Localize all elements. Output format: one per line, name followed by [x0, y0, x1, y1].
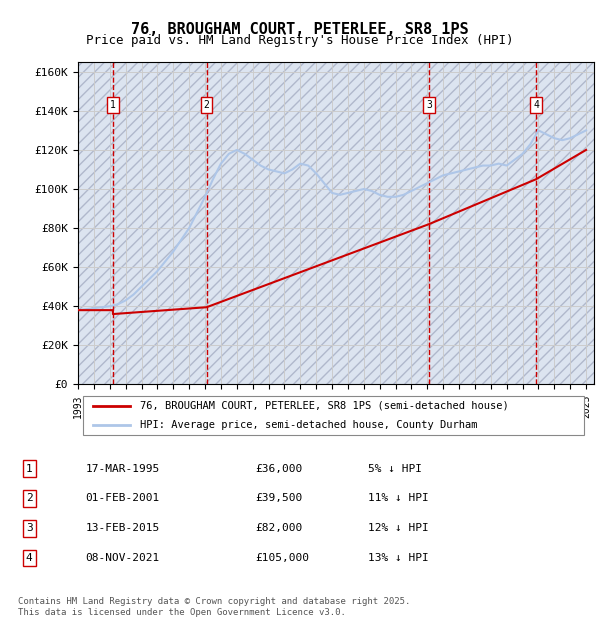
Text: 3: 3 [426, 100, 432, 110]
Text: 17-MAR-1995: 17-MAR-1995 [86, 464, 160, 474]
Text: 2: 2 [26, 494, 32, 503]
Text: £39,500: £39,500 [255, 494, 302, 503]
Text: 1: 1 [26, 464, 32, 474]
Text: £105,000: £105,000 [255, 553, 309, 563]
Text: Price paid vs. HM Land Registry's House Price Index (HPI): Price paid vs. HM Land Registry's House … [86, 34, 514, 47]
Text: 11% ↓ HPI: 11% ↓ HPI [368, 494, 428, 503]
Bar [78, 62, 594, 384]
Text: 76, BROUGHAM COURT, PETERLEE, SR8 1PS: 76, BROUGHAM COURT, PETERLEE, SR8 1PS [131, 22, 469, 37]
Text: 01-FEB-2001: 01-FEB-2001 [86, 494, 160, 503]
Text: Contains HM Land Registry data © Crown copyright and database right 2025.
This d: Contains HM Land Registry data © Crown c… [18, 598, 410, 617]
Text: £36,000: £36,000 [255, 464, 302, 474]
Text: 3: 3 [26, 523, 32, 533]
Text: 4: 4 [26, 553, 32, 563]
Text: 1: 1 [110, 100, 116, 110]
FancyBboxPatch shape [83, 396, 584, 435]
Text: 2: 2 [203, 100, 209, 110]
Text: 5% ↓ HPI: 5% ↓ HPI [368, 464, 422, 474]
Text: £82,000: £82,000 [255, 523, 302, 533]
Text: 13-FEB-2015: 13-FEB-2015 [86, 523, 160, 533]
Text: HPI: Average price, semi-detached house, County Durham: HPI: Average price, semi-detached house,… [140, 420, 478, 430]
Text: 12% ↓ HPI: 12% ↓ HPI [368, 523, 428, 533]
Text: 76, BROUGHAM COURT, PETERLEE, SR8 1PS (semi-detached house): 76, BROUGHAM COURT, PETERLEE, SR8 1PS (s… [140, 401, 509, 411]
Text: 4: 4 [533, 100, 539, 110]
Text: 13% ↓ HPI: 13% ↓ HPI [368, 553, 428, 563]
Text: 08-NOV-2021: 08-NOV-2021 [86, 553, 160, 563]
